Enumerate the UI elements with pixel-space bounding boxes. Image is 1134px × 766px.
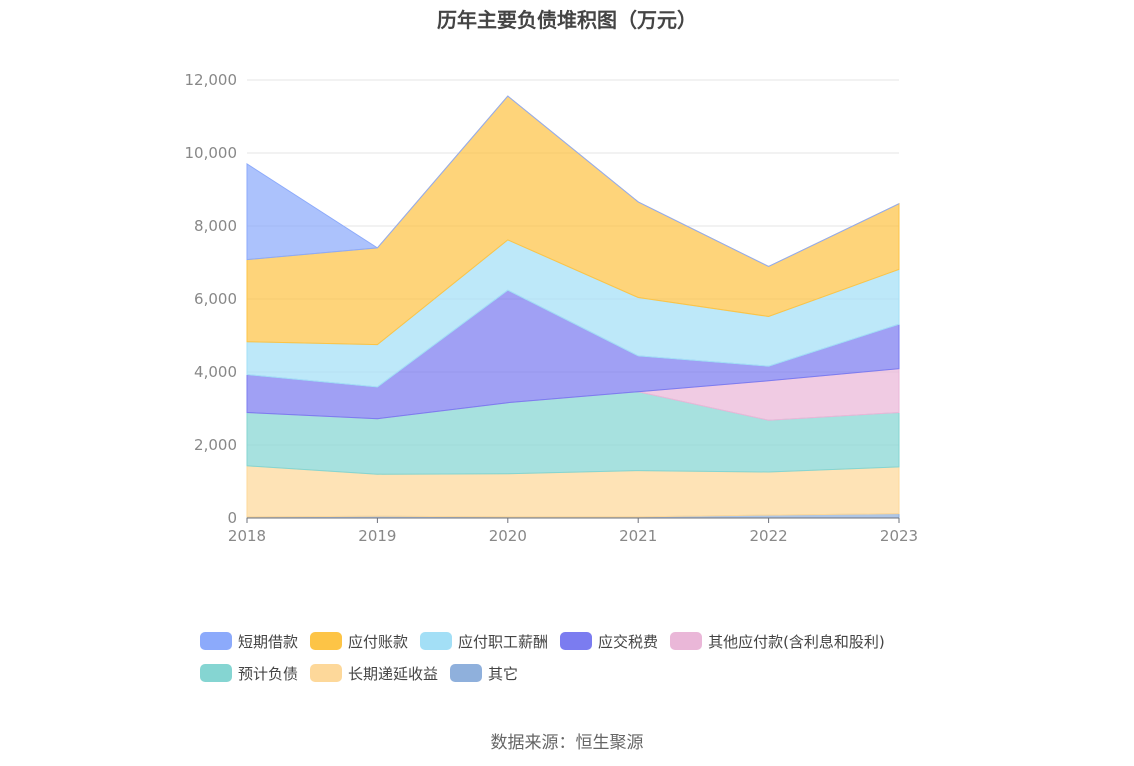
legend-label: 其它: [488, 664, 519, 683]
legend-item[interactable]: 其它: [450, 662, 518, 684]
legend-swatch: [560, 632, 593, 650]
legend-swatch: [200, 664, 232, 682]
legend-item[interactable]: 短期借款: [200, 630, 298, 652]
chart-title: 历年主要负债堆积图（万元）: [437, 8, 697, 32]
legend-label: 短期借款: [238, 632, 299, 651]
legend-swatch: [420, 632, 453, 650]
y-tick-label: 6,000: [194, 290, 237, 308]
data-source: 数据来源：恒生聚源: [490, 733, 644, 753]
legend: 短期借款 应付账款 应付职工薪酬 应交税费 其他应付款(含利息和股利) 预计负债 长期递延收…: [200, 630, 960, 684]
x-tick-label: 2023: [880, 527, 918, 545]
y-tick-label: 8,000: [194, 217, 237, 235]
legend-item[interactable]: 其他应付款(含利息和股利): [670, 630, 885, 652]
axes: 0 2,000 4,000 6,000 8,000 10,000 12,000 2018 201…: [185, 71, 919, 545]
x-tick-label: 2022: [750, 527, 788, 545]
x-tick-label: 2020: [489, 527, 527, 545]
legend-label: 应交税费: [598, 632, 659, 651]
legend-swatch: [200, 632, 232, 650]
x-tick-label: 2018: [228, 527, 266, 545]
x-tick-label: 2019: [358, 527, 396, 545]
legend-label: 应付职工薪酬: [458, 632, 549, 651]
legend-label: 预计负债: [238, 664, 299, 683]
area-series: [246, 95, 900, 519]
legend-swatch: [310, 664, 343, 682]
legend-item[interactable]: 长期递延收益: [310, 662, 438, 684]
stacked-area-chart: 0 2,000 4,000 6,000 8,000 10,000 12,000 2018 201…: [185, 71, 919, 545]
legend-swatch: [450, 664, 483, 682]
y-tick-label: 2,000: [194, 436, 237, 454]
y-tick-label: 10,000: [185, 144, 238, 162]
legend-label: 应付账款: [348, 632, 409, 651]
legend-item[interactable]: 应付职工薪酬: [420, 630, 548, 652]
legend-item[interactable]: 预计负债: [200, 662, 298, 684]
legend-swatch: [670, 632, 703, 650]
legend-label: 长期递延收益: [348, 664, 439, 683]
legend-label: 其他应付款(含利息和股利): [708, 632, 885, 651]
area-series-长期递延收益[interactable]: [246, 465, 900, 518]
x-tick-label: 2021: [619, 527, 657, 545]
legend-swatch: [310, 632, 343, 650]
legend-item[interactable]: 应交税费: [560, 630, 658, 652]
y-tick-label: 4,000: [194, 363, 237, 381]
area-series-短期借款[interactable]: [246, 95, 900, 268]
y-tick-label: 12,000: [185, 71, 238, 89]
legend-item[interactable]: 应付账款: [310, 630, 408, 652]
y-tick-label: 0: [227, 509, 237, 527]
